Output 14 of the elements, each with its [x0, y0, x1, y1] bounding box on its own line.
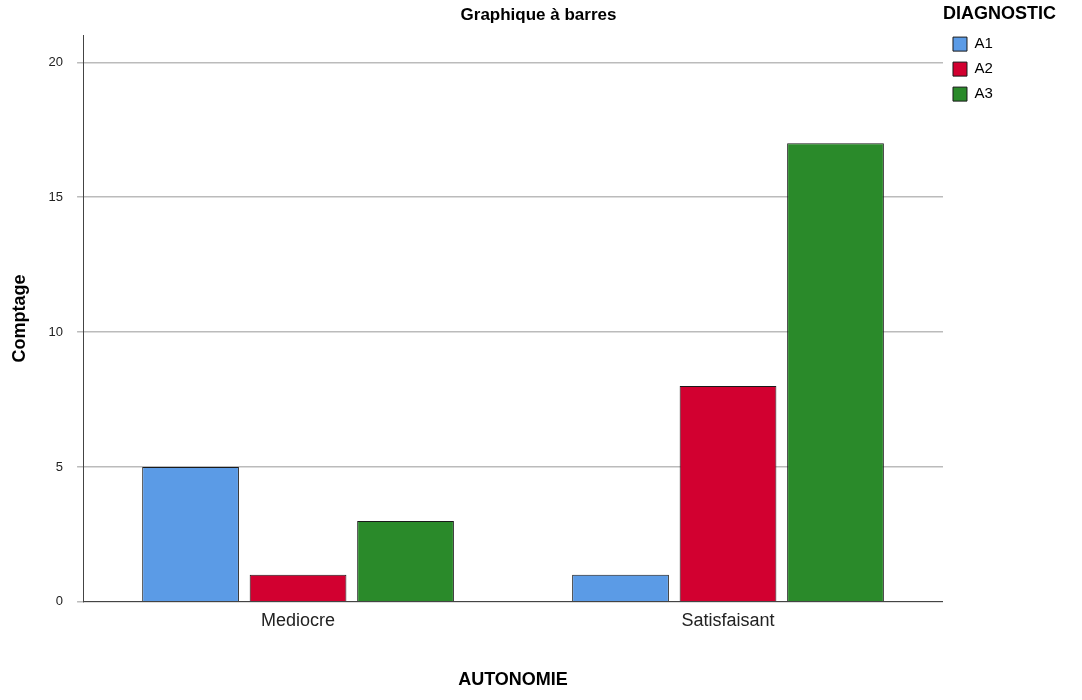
y-tick-label: 15: [48, 188, 64, 204]
legend-label: A3: [974, 84, 993, 102]
y-axis-title: Comptage: [8, 274, 29, 363]
y-tick-label: 5: [55, 458, 64, 474]
legend-label: A2: [974, 59, 993, 77]
x-axis-title: AUTONOMIE: [458, 669, 568, 690]
x-tick-label: Mediocre: [261, 609, 336, 630]
legend-label: A1: [974, 34, 993, 52]
y-tick-label: 10: [48, 323, 64, 339]
legend-title: DIAGNOSTIC: [943, 2, 1057, 23]
y-tick-label: 0: [55, 593, 64, 609]
chart-title: Graphique à barres: [460, 4, 617, 24]
x-tick-label: Satisfaisant: [681, 609, 775, 630]
y-tick-label: 20: [48, 53, 64, 69]
